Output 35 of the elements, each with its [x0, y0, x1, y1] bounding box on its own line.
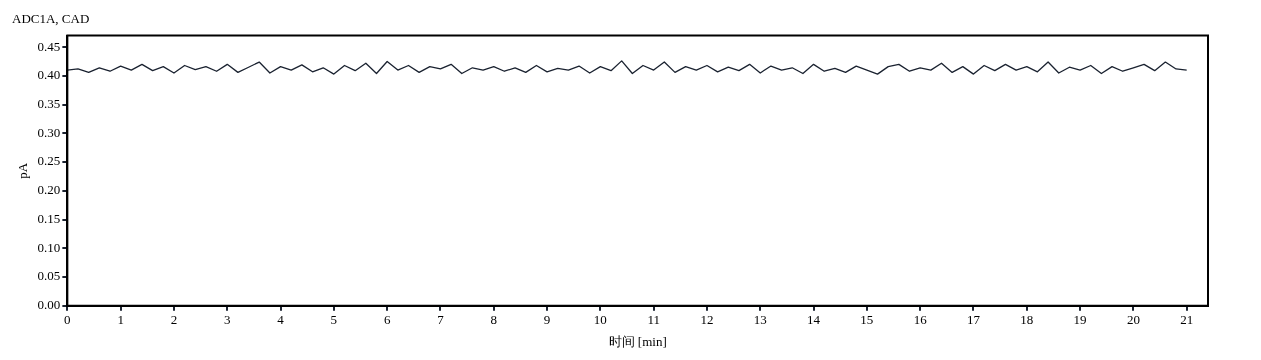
x-tick-label: 2: [170, 312, 178, 328]
x-tick-label: 20: [1126, 312, 1140, 328]
y-tick-label: 0.40: [37, 67, 61, 83]
x-tick-label: 7: [437, 312, 445, 328]
y-tick-label: 0.15: [37, 210, 61, 226]
x-tick-label: 15: [860, 312, 874, 328]
x-tick-label: 3: [224, 312, 231, 328]
x-tick-label: 10: [593, 312, 607, 328]
x-tick-label: 6: [383, 312, 391, 328]
y-tick-label: 0.10: [37, 239, 61, 255]
x-tick-label: 9: [543, 312, 551, 328]
chart-title: ADC1A, CAD: [12, 11, 90, 27]
x-tick-label: 17: [966, 312, 981, 328]
x-tick-label: 13: [753, 312, 767, 328]
y-tick-label: 0.25: [37, 153, 61, 169]
x-tick-label: 16: [913, 312, 928, 328]
x-tick-label: 8: [490, 312, 498, 328]
x-tick-label: 19: [1073, 312, 1087, 328]
y-tick-label: 0.00: [37, 297, 61, 313]
x-tick-label: 14: [807, 312, 821, 328]
x-tick-label: 0: [64, 312, 71, 328]
x-axis-title: 时间 [min]: [608, 333, 667, 349]
x-tick-label: 1: [117, 312, 124, 328]
x-tick-label: 21: [1180, 312, 1194, 328]
x-tick-label: 5: [330, 312, 338, 328]
x-tick-label: 11: [647, 312, 660, 328]
y-tick-label: 0.35: [37, 96, 61, 112]
y-tick-label: 0.30: [37, 124, 61, 140]
x-tick-label: 12: [700, 312, 714, 328]
x-tick-label: 4: [277, 312, 285, 328]
y-tick-label: 0.20: [37, 182, 61, 198]
y-axis-title: pA: [15, 162, 31, 179]
x-tick-label: 18: [1020, 312, 1034, 328]
y-tick-label: 0.05: [37, 268, 61, 284]
y-tick-label: 0.45: [37, 38, 61, 54]
